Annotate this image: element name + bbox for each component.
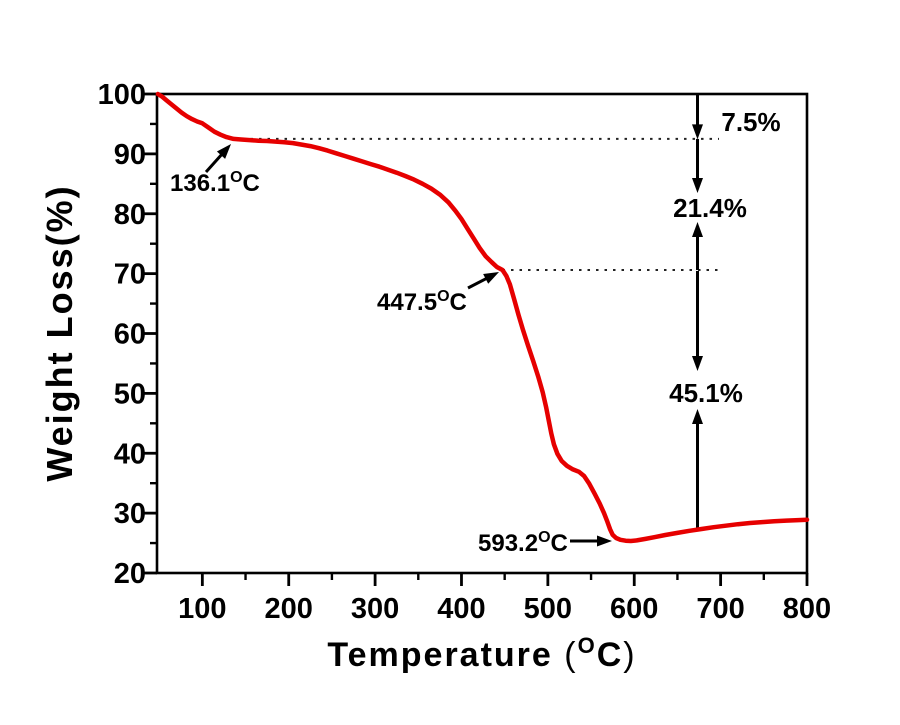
temp-label-593: 593.2OC — [478, 529, 568, 557]
x-tick-label: 600 — [610, 593, 658, 625]
y-tick-label: 40 — [114, 438, 146, 470]
y-axis-title: Weight Loss(%) — [39, 184, 80, 481]
x-tick-label: 500 — [524, 593, 572, 625]
y-tick-label: 70 — [114, 259, 146, 291]
y-tick-label: 60 — [114, 319, 146, 351]
tga-curve — [155, 91, 810, 544]
plot-frame — [155, 92, 809, 575]
pointer-arrow-593-head — [597, 535, 612, 547]
y-tick-label: 80 — [114, 199, 146, 231]
plot-generated-under: 100 200 300 400 500 600 700 800 20 30 40 50 60 70 80 90… — [98, 79, 832, 625]
y-tick-label: 30 — [114, 498, 146, 530]
loss-label-7-5: 7.5% — [721, 107, 780, 137]
y-tick-label: 90 — [114, 139, 146, 171]
pointer-arrow-136-line — [204, 150, 226, 173]
x-tick-label: 300 — [351, 593, 399, 625]
x-tick-label: 400 — [437, 593, 485, 625]
x-tick-label: 700 — [696, 593, 744, 625]
loss-arrow-7-5-head — [692, 124, 703, 140]
pointer-arrow-136-head — [216, 144, 231, 159]
loss-label-45-1: 45.1% — [669, 378, 743, 408]
temp-label-447: 447.5OC — [377, 288, 467, 316]
x-axis-title: Temperature (OC) — [327, 633, 636, 674]
loss-label-21-4: 21.4% — [673, 193, 747, 223]
loss-arrow-21-4-bottom-head — [692, 222, 703, 237]
y-tick-label: 100 — [98, 79, 146, 111]
y-tick-label: 50 — [114, 378, 146, 410]
x-tick-label: 200 — [265, 593, 313, 625]
loss-arrow-45-1-bottom-head — [692, 409, 703, 424]
x-tick-label: 800 — [783, 593, 831, 625]
x-tick-label: 100 — [178, 593, 226, 625]
plot-generated-over — [155, 91, 810, 547]
pointer-arrow-447-head — [483, 272, 499, 284]
temp-label-136: 136.1OC — [170, 169, 260, 197]
y-tick-label: 20 — [114, 558, 146, 590]
loss-arrow-45-1-top-head — [692, 356, 703, 371]
loss-arrow-21-4-top-head — [692, 178, 703, 193]
